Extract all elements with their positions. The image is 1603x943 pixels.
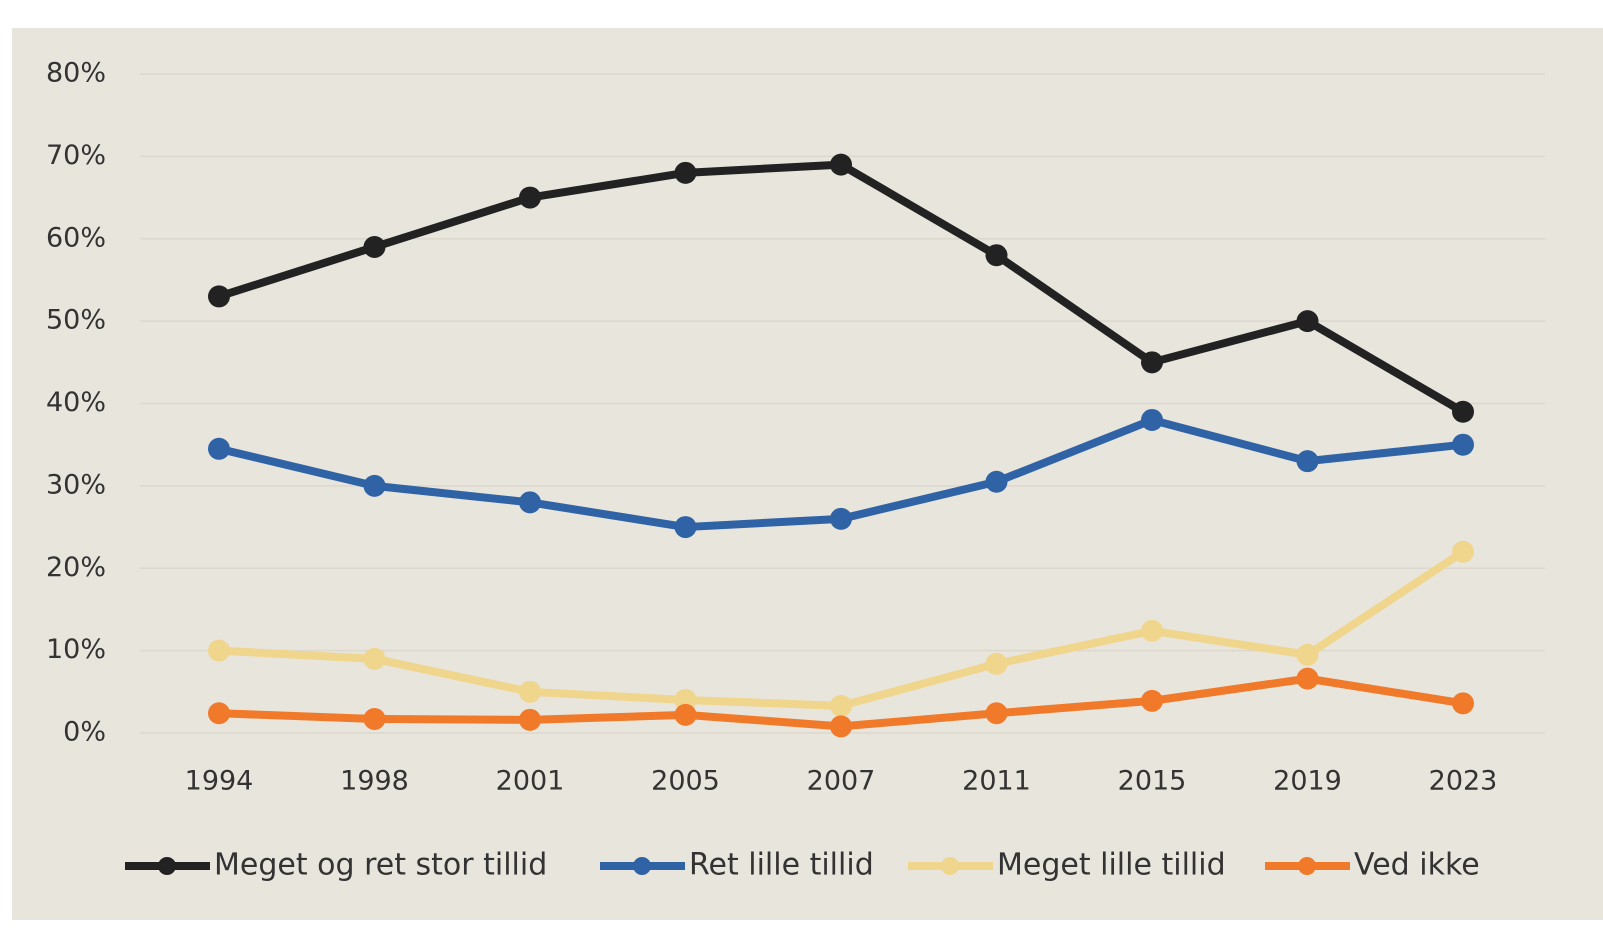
y-tick-label: 80% <box>46 58 106 89</box>
data-point <box>1141 351 1163 374</box>
data-point <box>1296 643 1319 666</box>
data-point <box>519 680 541 703</box>
data-point <box>363 647 386 670</box>
data-point <box>1296 310 1319 333</box>
data-point <box>519 491 541 514</box>
x-tick-label: 2001 <box>496 766 565 797</box>
data-point <box>519 708 541 731</box>
data-point <box>830 694 852 717</box>
data-point <box>1141 619 1163 642</box>
x-tick-label: 2011 <box>962 766 1031 797</box>
data-point <box>1452 400 1474 423</box>
data-point <box>363 474 386 497</box>
x-tick-label: 2019 <box>1273 766 1342 797</box>
legend-label: Ved ikke <box>1354 848 1480 883</box>
chart-background <box>12 28 1603 920</box>
x-tick-label: 1998 <box>340 766 409 797</box>
data-point <box>208 437 230 460</box>
data-point <box>674 703 697 726</box>
data-point <box>830 507 852 530</box>
data-point <box>208 639 230 662</box>
data-point <box>674 161 697 184</box>
legend-marker <box>1298 857 1316 875</box>
y-tick-label: 50% <box>46 305 106 336</box>
legend-marker <box>633 857 651 875</box>
y-tick-label: 70% <box>46 140 106 171</box>
data-point <box>985 470 1008 493</box>
y-tick-label: 30% <box>46 469 106 500</box>
data-point <box>363 707 386 730</box>
data-point <box>208 702 230 725</box>
data-point <box>1452 692 1474 715</box>
y-tick-label: 20% <box>46 552 106 583</box>
data-point <box>1452 540 1474 563</box>
x-tick-label: 2015 <box>1118 766 1187 797</box>
data-point <box>985 244 1008 267</box>
data-point <box>985 652 1008 675</box>
data-point <box>208 285 230 308</box>
x-tick-label: 2007 <box>807 766 876 797</box>
y-tick-label: 40% <box>46 387 106 418</box>
data-point <box>830 715 852 738</box>
legend-label: Ret lille tillid <box>689 848 874 883</box>
x-tick-label: 1994 <box>185 766 254 797</box>
y-tick-label: 10% <box>46 634 106 665</box>
data-point <box>1452 433 1474 456</box>
data-point <box>830 153 852 176</box>
y-tick-label: 0% <box>63 717 106 748</box>
y-tick-label: 60% <box>46 222 106 253</box>
legend-label: Meget lille tillid <box>997 848 1226 883</box>
legend-label: Meget og ret stor tillid <box>214 848 547 883</box>
data-point <box>674 516 697 539</box>
legend-marker <box>158 857 176 875</box>
data-point <box>985 702 1008 725</box>
x-tick-label: 2023 <box>1429 766 1498 797</box>
data-point <box>1296 667 1319 690</box>
data-point <box>1296 450 1319 473</box>
data-point <box>1141 408 1163 431</box>
legend-marker <box>941 857 959 875</box>
data-point <box>363 235 386 258</box>
x-tick-label: 2005 <box>651 766 720 797</box>
data-point <box>519 186 541 209</box>
data-point <box>1141 689 1163 712</box>
